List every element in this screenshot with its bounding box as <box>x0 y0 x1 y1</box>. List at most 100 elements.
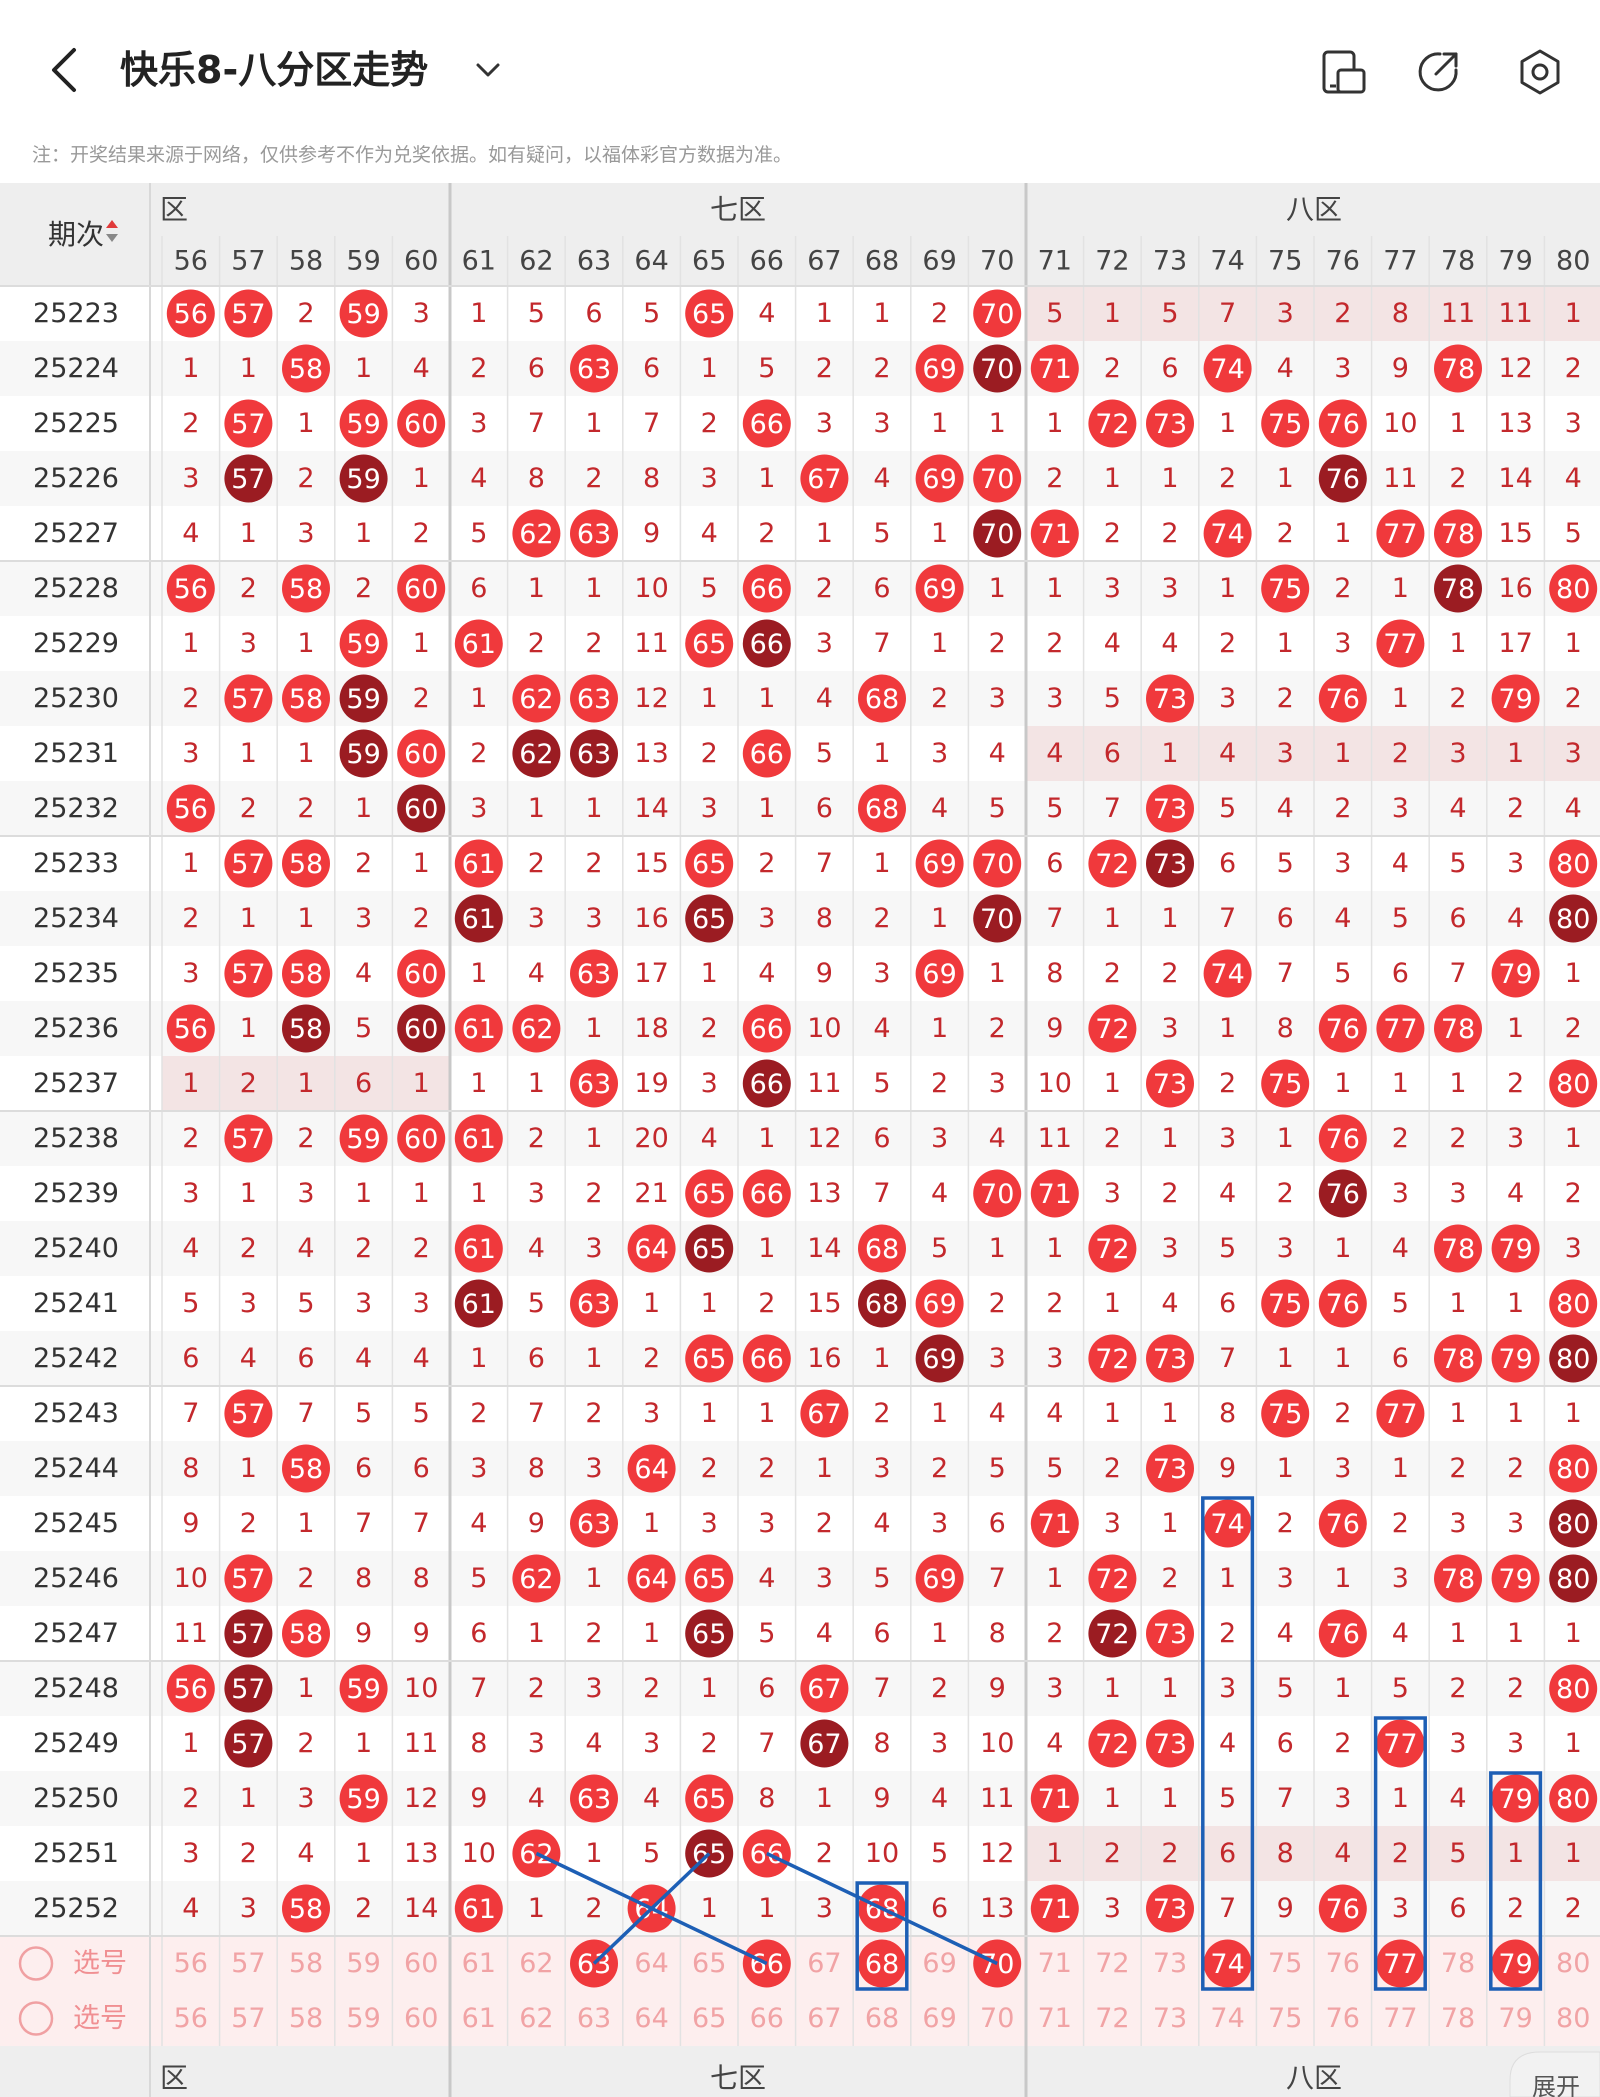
drawn-number-ball <box>166 564 215 613</box>
miss-count: 1 <box>1104 1288 1121 1319</box>
pick-number[interactable]: 70 <box>980 2003 1014 2034</box>
pick-number[interactable]: 58 <box>289 1948 323 1979</box>
pick-number[interactable]: 76 <box>1326 2003 1360 2034</box>
column-number-73: 73 <box>1153 246 1187 277</box>
selected-number-ball[interactable] <box>858 1939 906 1988</box>
selected-number-ball[interactable] <box>1203 1939 1252 1988</box>
pick-number[interactable]: 73 <box>1153 1948 1187 1979</box>
pick-number[interactable]: 60 <box>404 2003 438 2034</box>
selected-number[interactable]: 70 <box>980 1949 1014 1980</box>
selected-number[interactable]: 66 <box>750 1949 784 1980</box>
miss-count: 5 <box>931 1233 948 1264</box>
layout-switch-icon[interactable] <box>1316 44 1372 100</box>
pick-number[interactable]: 68 <box>865 2003 899 2034</box>
pick-radio[interactable] <box>18 1946 54 1981</box>
miss-count: 1 <box>1449 408 1466 439</box>
pick-number[interactable]: 71 <box>1038 1948 1072 1979</box>
share-icon[interactable] <box>1410 44 1466 100</box>
drawn-number-ball <box>282 839 330 888</box>
miss-count: 5 <box>470 518 487 549</box>
pick-number[interactable]: 57 <box>231 2003 265 2034</box>
pick-number[interactable]: 80 <box>1556 2003 1590 2034</box>
pick-number[interactable]: 71 <box>1038 2003 1072 2034</box>
selected-number-ball[interactable] <box>1491 1939 1540 1988</box>
pick-number[interactable]: 77 <box>1383 2003 1417 2034</box>
miss-count: 1 <box>1334 1233 1351 1264</box>
drawn-number: 56 <box>174 574 208 605</box>
back-arrow-icon[interactable] <box>40 40 90 100</box>
pick-number[interactable]: 64 <box>634 1948 668 1979</box>
drawn-number-ball <box>1491 1554 1540 1603</box>
pick-number[interactable]: 78 <box>1441 1948 1475 1979</box>
pick-number[interactable]: 79 <box>1498 2003 1532 2034</box>
pick-number[interactable]: 66 <box>750 2003 784 2034</box>
drawn-number-ball <box>224 1609 273 1658</box>
miss-count: 1 <box>701 1673 718 1704</box>
pick-number[interactable]: 72 <box>1095 2003 1129 2034</box>
miss-count: 17 <box>634 958 668 989</box>
pick-number[interactable]: 63 <box>577 2003 611 2034</box>
miss-count: 16 <box>634 903 668 934</box>
pick-number[interactable]: 60 <box>404 1948 438 1979</box>
drawn-number-ball <box>454 1884 503 1933</box>
pick-number[interactable]: 57 <box>231 1948 265 1979</box>
drawn-number-ball <box>512 674 561 723</box>
selected-number[interactable]: 74 <box>1210 1949 1244 1980</box>
miss-count: 5 <box>182 1288 199 1319</box>
pick-number[interactable]: 59 <box>346 2003 380 2034</box>
pick-number[interactable]: 56 <box>174 2003 208 2034</box>
miss-count: 1 <box>413 848 430 879</box>
pick-number[interactable]: 64 <box>634 2003 668 2034</box>
miss-count: 3 <box>1277 1233 1294 1264</box>
expand-label[interactable]: 展开 <box>1532 2073 1580 2097</box>
pick-number[interactable]: 74 <box>1210 2003 1244 2034</box>
miss-count: 6 <box>1277 903 1294 934</box>
pick-number[interactable]: 62 <box>519 2003 553 2034</box>
sort-down-icon[interactable] <box>106 234 118 242</box>
pick-label[interactable]: 选号 <box>73 2003 127 2034</box>
miss-count: 9 <box>873 1783 890 1814</box>
pick-number[interactable]: 69 <box>922 1948 956 1979</box>
sort-up-icon[interactable] <box>106 220 118 228</box>
expand-button[interactable] <box>1509 2051 1600 2097</box>
issue-header[interactable]: 期次 <box>48 218 104 251</box>
pick-number[interactable]: 80 <box>1556 1948 1590 1979</box>
pick-number[interactable]: 67 <box>807 2003 841 2034</box>
settings-gear-icon[interactable] <box>1512 44 1568 100</box>
pick-number[interactable]: 72 <box>1095 1948 1129 1979</box>
pick-number[interactable]: 76 <box>1326 1948 1360 1979</box>
pick-number[interactable]: 78 <box>1441 2003 1475 2034</box>
issue-number: 25232 <box>33 793 119 824</box>
miss-count: 3 <box>1219 683 1236 714</box>
pick-number[interactable]: 67 <box>807 1948 841 1979</box>
drawn-number: 58 <box>289 849 323 880</box>
pick-number[interactable]: 61 <box>462 2003 496 2034</box>
selected-number-ball[interactable] <box>1376 1939 1425 1988</box>
pick-number[interactable]: 65 <box>692 1948 726 1979</box>
drawn-number-ball <box>1146 1719 1194 1768</box>
selected-number[interactable]: 79 <box>1498 1949 1532 1980</box>
miss-count: 12 <box>1498 353 1532 384</box>
pick-number[interactable]: 62 <box>519 1948 553 1979</box>
pick-number[interactable]: 75 <box>1268 1948 1302 1979</box>
pick-radio[interactable] <box>18 2001 54 2036</box>
pick-number[interactable]: 58 <box>289 2003 323 2034</box>
miss-count: 2 <box>1161 1563 1178 1594</box>
miss-count: 6 <box>1161 353 1178 384</box>
drawn-number-ball <box>1549 1554 1598 1603</box>
pick-number[interactable]: 59 <box>346 1948 380 1979</box>
pick-number[interactable]: 69 <box>922 2003 956 2034</box>
pick-number[interactable]: 65 <box>692 2003 726 2034</box>
selected-number[interactable]: 77 <box>1383 1949 1417 1980</box>
selected-number[interactable]: 68 <box>865 1949 899 1980</box>
drawn-number-ball <box>858 784 906 833</box>
chevron-down-icon[interactable] <box>470 52 506 88</box>
pick-label[interactable]: 选号 <box>73 1948 127 1979</box>
miss-count: 1 <box>355 353 372 384</box>
pick-number[interactable]: 61 <box>462 1948 496 1979</box>
pick-number[interactable]: 56 <box>174 1948 208 1979</box>
miss-count: 3 <box>1104 1893 1121 1924</box>
pick-number[interactable]: 73 <box>1153 2003 1187 2034</box>
pick-number[interactable]: 75 <box>1268 2003 1302 2034</box>
drawn-number: 61 <box>462 1234 496 1265</box>
